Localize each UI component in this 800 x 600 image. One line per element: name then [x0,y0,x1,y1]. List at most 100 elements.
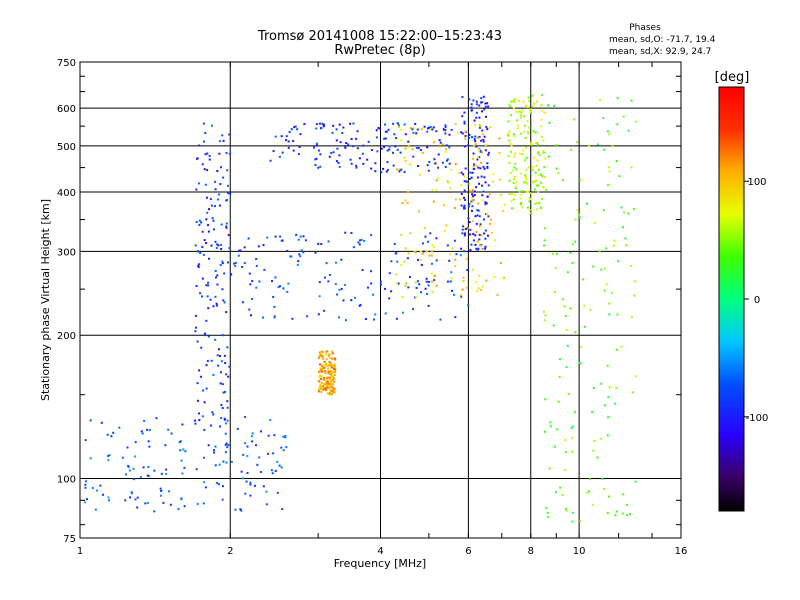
echo-point [468,202,471,205]
echo-point [515,110,518,113]
echo-point [165,472,168,475]
echo-point [450,277,453,280]
echo-point [359,303,362,306]
echo-point [91,487,94,490]
echo-point [360,238,363,241]
echo-point [484,229,487,232]
echo-point [503,203,506,206]
echo-point [553,290,556,293]
echo-point [107,499,110,502]
echo-point [444,125,447,128]
echo-point [146,474,149,477]
echo-point [387,128,390,131]
echo-point [537,184,540,187]
echo-point [334,357,337,360]
echo-point [472,163,475,166]
echo-point [414,281,417,284]
echo-point [432,141,435,144]
echo-point [318,371,321,374]
echo-point [532,165,535,168]
echo-point [399,151,402,154]
echo-point [255,264,258,267]
echo-point [325,358,328,361]
echo-point [540,198,543,201]
echo-point [304,239,307,242]
echo-point [466,269,469,272]
echo-point [329,381,332,384]
echo-point [225,222,228,225]
echo-point [416,280,419,283]
echo-point [125,473,128,476]
echo-point [203,401,206,404]
echo-point [239,249,242,252]
echo-point [130,492,133,495]
echo-point [398,170,401,173]
echo-point [349,122,352,125]
echo-point [397,123,400,126]
echo-point [352,122,355,125]
echo-point [481,133,484,136]
echo-point [221,288,224,291]
echo-point [203,168,206,171]
echo-point [461,96,464,99]
echo-point [468,133,471,136]
echo-point [328,353,331,356]
echo-point [202,502,205,505]
echo-point [543,239,546,242]
echo-point [460,183,463,186]
echo-point [427,284,430,287]
echo-point [478,135,481,138]
echo-point [543,111,546,114]
echo-point [219,425,222,428]
echo-point [476,214,479,217]
echo-point [464,180,467,183]
echo-point [333,391,336,394]
grid-lines [80,62,681,538]
echo-point [477,155,480,158]
echo-point [207,444,210,447]
echo-point [318,351,321,354]
echo-point [84,439,87,442]
echo-point [314,163,317,166]
echo-point [564,451,567,454]
echo-point [167,428,170,431]
echo-point [127,465,130,468]
echo-point [444,124,447,127]
echo-point [183,505,186,508]
echo-point [565,509,568,512]
echo-point [426,146,429,149]
echo-point [429,232,432,235]
echo-point [317,390,320,393]
echo-point [317,313,320,316]
echo-point [327,367,330,370]
echo-point [374,162,377,165]
y-tick-label: 750 [57,58,76,69]
echo-point [179,449,182,452]
echo-point [350,162,353,165]
echo-point [407,286,410,289]
echo-point [332,376,335,379]
echo-point [527,166,530,169]
echo-point [226,446,229,449]
echo-point [216,354,219,357]
echo-point [540,173,543,176]
echo-point [535,201,538,204]
echo-point [329,371,332,374]
echo-point [469,228,472,231]
echo-point [587,144,590,147]
echo-point [576,208,579,211]
echo-point [459,254,462,257]
echo-point [251,297,254,300]
echo-point [567,393,570,396]
echo-point [532,130,535,133]
echo-point [147,475,150,478]
echo-point [332,391,335,394]
echo-point [486,128,489,131]
echo-point [181,423,184,426]
echo-point [313,146,316,149]
echo-point [425,280,428,283]
echo-point [430,262,433,265]
echo-point [367,140,370,143]
echo-point [325,388,328,391]
echo-point [625,244,628,247]
